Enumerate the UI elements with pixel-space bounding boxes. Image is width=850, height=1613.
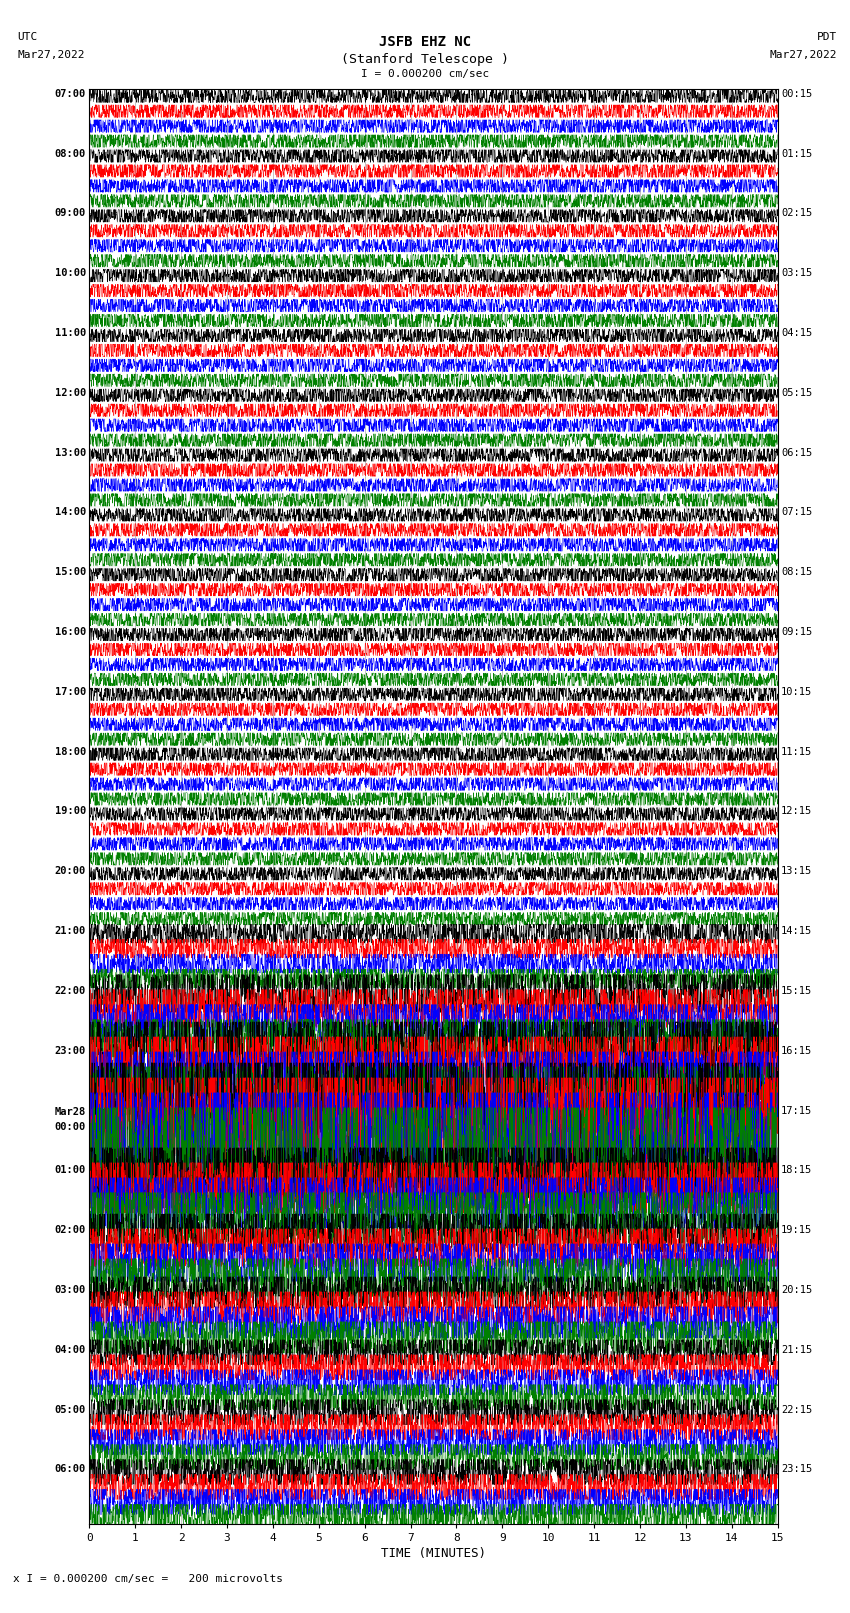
Text: 23:00: 23:00 xyxy=(54,1045,86,1057)
Text: 03:00: 03:00 xyxy=(54,1286,86,1295)
Text: 06:00: 06:00 xyxy=(54,1465,86,1474)
Text: 12:00: 12:00 xyxy=(54,387,86,398)
Text: 16:15: 16:15 xyxy=(781,1045,813,1057)
Text: I = 0.000200 cm/sec: I = 0.000200 cm/sec xyxy=(361,69,489,79)
Text: 10:15: 10:15 xyxy=(781,687,813,697)
Text: 04:15: 04:15 xyxy=(781,327,813,339)
Text: 14:15: 14:15 xyxy=(781,926,813,936)
Text: 19:00: 19:00 xyxy=(54,806,86,816)
Text: PDT: PDT xyxy=(817,32,837,42)
Text: 09:15: 09:15 xyxy=(781,627,813,637)
Text: 05:00: 05:00 xyxy=(54,1405,86,1415)
Text: 17:00: 17:00 xyxy=(54,687,86,697)
Text: 23:15: 23:15 xyxy=(781,1465,813,1474)
Text: 05:15: 05:15 xyxy=(781,387,813,398)
Text: 22:15: 22:15 xyxy=(781,1405,813,1415)
Text: JSFB EHZ NC: JSFB EHZ NC xyxy=(379,35,471,50)
Text: 18:15: 18:15 xyxy=(781,1165,813,1176)
Text: 14:00: 14:00 xyxy=(54,508,86,518)
Text: 20:00: 20:00 xyxy=(54,866,86,876)
Text: 15:15: 15:15 xyxy=(781,986,813,995)
Text: 06:15: 06:15 xyxy=(781,448,813,458)
Text: 11:15: 11:15 xyxy=(781,747,813,756)
Text: 09:00: 09:00 xyxy=(54,208,86,218)
Text: 17:15: 17:15 xyxy=(781,1105,813,1116)
Text: UTC: UTC xyxy=(17,32,37,42)
Text: 07:00: 07:00 xyxy=(54,89,86,98)
Text: x I = 0.000200 cm/sec =   200 microvolts: x I = 0.000200 cm/sec = 200 microvolts xyxy=(13,1574,283,1584)
Text: 01:15: 01:15 xyxy=(781,148,813,158)
Text: 18:00: 18:00 xyxy=(54,747,86,756)
Text: 00:15: 00:15 xyxy=(781,89,813,98)
Text: 13:15: 13:15 xyxy=(781,866,813,876)
Text: 11:00: 11:00 xyxy=(54,327,86,339)
Text: (Stanford Telescope ): (Stanford Telescope ) xyxy=(341,53,509,66)
Text: 21:15: 21:15 xyxy=(781,1345,813,1355)
Text: 08:15: 08:15 xyxy=(781,568,813,577)
Text: Mar27,2022: Mar27,2022 xyxy=(770,50,837,60)
Text: 07:15: 07:15 xyxy=(781,508,813,518)
Text: 02:15: 02:15 xyxy=(781,208,813,218)
Text: 15:00: 15:00 xyxy=(54,568,86,577)
Text: 04:00: 04:00 xyxy=(54,1345,86,1355)
Text: 12:15: 12:15 xyxy=(781,806,813,816)
Text: 20:15: 20:15 xyxy=(781,1286,813,1295)
Text: 10:00: 10:00 xyxy=(54,268,86,277)
Text: 19:15: 19:15 xyxy=(781,1226,813,1236)
Text: 16:00: 16:00 xyxy=(54,627,86,637)
Text: Mar27,2022: Mar27,2022 xyxy=(17,50,84,60)
Text: 01:00: 01:00 xyxy=(54,1165,86,1176)
Text: 02:00: 02:00 xyxy=(54,1226,86,1236)
Text: 00:00: 00:00 xyxy=(54,1123,86,1132)
Text: 21:00: 21:00 xyxy=(54,926,86,936)
Text: 08:00: 08:00 xyxy=(54,148,86,158)
Text: Mar28: Mar28 xyxy=(54,1107,86,1116)
Text: 22:00: 22:00 xyxy=(54,986,86,995)
X-axis label: TIME (MINUTES): TIME (MINUTES) xyxy=(381,1547,486,1560)
Text: 03:15: 03:15 xyxy=(781,268,813,277)
Text: 13:00: 13:00 xyxy=(54,448,86,458)
